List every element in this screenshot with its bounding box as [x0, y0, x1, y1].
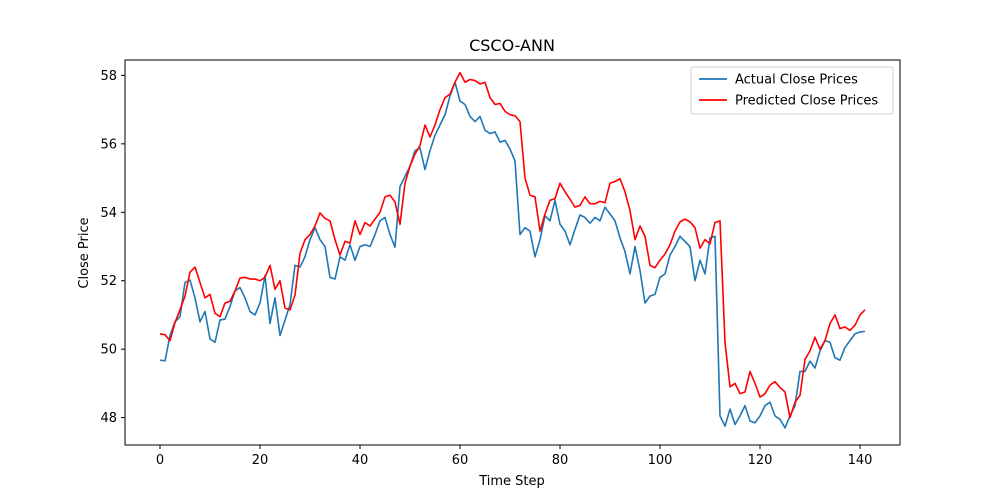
legend-label-1: Predicted Close Prices	[735, 94, 878, 109]
chart-title: CSCO-ANN	[469, 36, 555, 55]
series-line-1	[159, 71, 866, 419]
x-tick-label: 100	[648, 453, 673, 468]
y-tick-label: 52	[100, 274, 117, 289]
series-layer	[159, 71, 866, 429]
plot-frame	[124, 59, 901, 446]
x-tick-label: 20	[252, 453, 269, 468]
x-tick-label: 0	[156, 453, 164, 468]
x-tick-label: 80	[552, 453, 569, 468]
x-axis-title: Time Step	[478, 474, 545, 489]
series-line-0	[159, 81, 866, 429]
x-axis: 0 20 40 60 80 100 120 140	[156, 445, 873, 468]
y-tick-label: 54	[100, 206, 117, 221]
y-tick-label: 58	[100, 69, 117, 84]
x-tick-label: 60	[452, 453, 469, 468]
y-axis: 48 50 52 54 56 58	[100, 69, 125, 426]
x-tick-label: 40	[352, 453, 369, 468]
x-tick-label: 120	[748, 453, 773, 468]
y-tick-label: 48	[100, 411, 117, 426]
y-axis-title: Close Price	[77, 217, 92, 288]
legend-label-0: Actual Close Prices	[735, 73, 858, 88]
x-tick-label: 140	[848, 453, 873, 468]
y-tick-label: 56	[100, 137, 117, 152]
legend-box	[690, 66, 894, 115]
legend: Actual Close Prices Predicted Close Price…	[690, 66, 894, 115]
y-tick-label: 50	[100, 343, 117, 358]
